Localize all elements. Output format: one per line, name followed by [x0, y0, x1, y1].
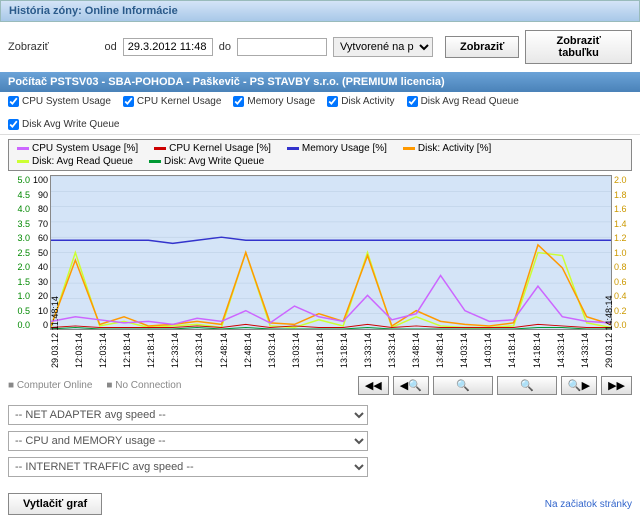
y-axis-left-outer: 5.04.54.03.53.02.52.01.51.00.50.0 — [8, 175, 32, 330]
chk-disk-activity[interactable]: Disk Activity — [327, 96, 394, 107]
legend-swatch — [17, 160, 29, 163]
show-button[interactable]: Zobraziť — [445, 36, 519, 58]
from-label: od — [104, 41, 116, 53]
chk-memory[interactable]: Memory Usage — [233, 96, 315, 107]
net-adapter-select[interactable]: -- NET ADAPTER avg speed -- — [8, 405, 368, 425]
back-to-top-link[interactable]: Na začiatok stránky — [545, 499, 632, 510]
nav-zoom-in-button[interactable]: 🔍 — [433, 376, 493, 395]
from-date-input[interactable] — [123, 38, 213, 56]
show-table-button[interactable]: Zobraziť tabuľku — [525, 30, 632, 64]
chart-legend: CPU System Usage [%] CPU Kernel Usage [%… — [8, 139, 632, 171]
cpu-memory-select[interactable]: -- CPU and MEMORY usage -- — [8, 431, 368, 451]
chk-disk-write-queue[interactable]: Disk Avg Write Queue — [8, 119, 119, 130]
created-on-select[interactable]: Vytvorené na počítači — [333, 37, 433, 57]
zone-history-header: História zóny: Online Informácie — [0, 0, 640, 22]
filter-row: Zobraziť od do Vytvorené na počítači Zob… — [0, 22, 640, 72]
to-label: do — [219, 41, 231, 53]
nav-first-button[interactable]: ◀◀ — [358, 376, 389, 395]
computer-subheader: Počítač PSTSV03 - SBA-POHODA - Paškevič … — [0, 72, 640, 92]
internet-traffic-select[interactable]: -- INTERNET TRAFFIC avg speed -- — [8, 457, 368, 477]
nav-last-button[interactable]: ▶▶ — [601, 376, 632, 395]
status-nav-row: Computer Online No Connection ◀◀ ◀🔍 🔍 🔍 … — [0, 372, 640, 399]
legend-swatch — [17, 147, 29, 150]
chart-container: 5.04.54.03.53.02.52.01.51.00.50.0 100908… — [8, 175, 632, 342]
y-axis-left-inner: 1009080706050403020100 — [32, 175, 50, 330]
legend-swatch — [154, 147, 166, 150]
legend-swatch — [149, 160, 161, 163]
nav-zoom-out-button[interactable]: 🔍 — [497, 376, 557, 395]
status-noconn: No Connection — [106, 380, 181, 391]
legend-swatch — [403, 147, 415, 150]
legend-swatch — [287, 147, 299, 150]
y-axis-right: 2.01.81.61.41.21.00.80.60.40.20.0 — [612, 175, 632, 330]
chk-cpu-kernel[interactable]: CPU Kernel Usage — [123, 96, 221, 107]
print-graph-button[interactable]: Vytlačiť graf — [8, 493, 102, 515]
nav-zoom-left-button[interactable]: ◀🔍 — [393, 376, 429, 395]
chk-disk-read-queue[interactable]: Disk Avg Read Queue — [407, 96, 519, 107]
status-online: Computer Online — [8, 380, 92, 391]
checkbox-row: CPU System Usage CPU Kernel Usage Memory… — [0, 92, 640, 135]
to-date-input[interactable] — [237, 38, 327, 56]
chart-plot — [50, 175, 612, 330]
chk-cpu-system[interactable]: CPU System Usage — [8, 96, 111, 107]
nav-zoom-right-button[interactable]: 🔍▶ — [561, 376, 597, 395]
x-axis-labels: 29.03.12 11:48:1412:03:1412:03:1412:18:1… — [50, 330, 612, 342]
show-label: Zobraziť — [8, 41, 49, 53]
